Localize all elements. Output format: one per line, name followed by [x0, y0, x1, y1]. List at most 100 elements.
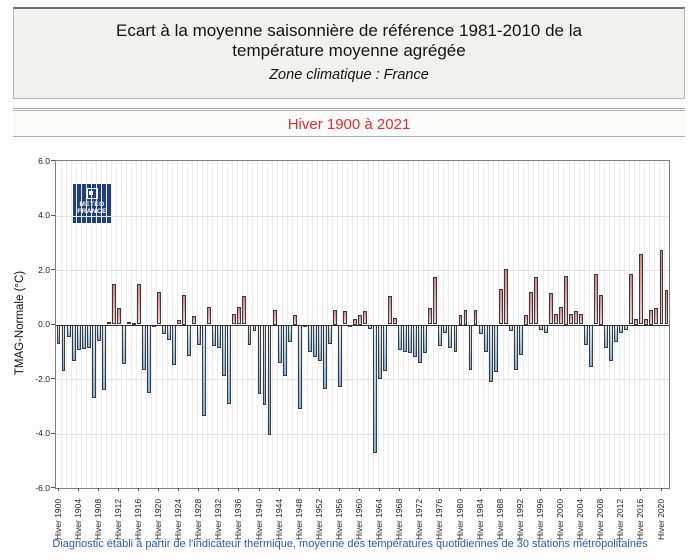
plot-area: METEO FRANCE	[55, 160, 670, 489]
x-tick	[77, 488, 79, 491]
anomaly-bar-chart: TMAG-Normale (°C) METEO FRANCE -6.0-4.0-…	[0, 150, 700, 550]
y-tick-label: 4.0	[38, 210, 50, 220]
bar-1914	[126, 321, 131, 325]
x-tick-label-1964: Hiver 1964	[374, 498, 385, 540]
bar-1907	[91, 324, 96, 399]
bar-2008	[599, 294, 604, 325]
bar-2003	[574, 310, 578, 325]
x-tick	[399, 488, 401, 491]
bar-1948	[297, 324, 302, 409]
bar-1976	[438, 324, 443, 347]
gridline-2	[56, 270, 669, 271]
bar-2006	[589, 324, 594, 367]
bar-1942	[267, 324, 272, 435]
bar-1911	[111, 283, 116, 325]
x-tick-label-1932: Hiver 1932	[213, 498, 224, 540]
bar-1944	[277, 324, 282, 363]
bar-1965	[383, 324, 388, 371]
bar-1922	[167, 324, 171, 340]
x-tick	[539, 488, 541, 491]
bar-1926	[187, 324, 192, 356]
bar-1921	[162, 324, 166, 334]
x-tick	[359, 488, 360, 491]
bar-1902	[66, 324, 71, 337]
title-panel: Ecart à la moyenne saisonnière de référe…	[13, 7, 685, 99]
x-tick	[318, 488, 320, 491]
bar-1917	[141, 324, 146, 370]
bar-1966	[388, 295, 393, 325]
bar-1934	[227, 324, 232, 404]
y-tick	[51, 269, 55, 270]
bar-1931	[212, 324, 217, 347]
bar-1986	[488, 324, 493, 382]
y-tick-label: -2.0	[35, 373, 50, 384]
x-tick	[499, 488, 501, 491]
bar-1955	[332, 309, 337, 325]
x-tick-label-1988: Hiver 1988	[494, 498, 505, 540]
bar-1910	[106, 321, 111, 325]
bar-2001	[564, 275, 568, 325]
y-tick-label: -6.0	[35, 482, 50, 493]
x-tick	[459, 488, 461, 491]
page-title-line2: température moyenne agrégée	[232, 41, 466, 60]
x-tick-label-1912: Hiver 1912	[112, 498, 123, 540]
bar-1930	[207, 306, 212, 325]
bar-2010	[609, 324, 614, 362]
y-tick	[51, 214, 55, 216]
bar-1941	[262, 324, 267, 405]
bar-1971	[413, 324, 418, 358]
period-banner: Hiver 1900 à 2021	[13, 108, 685, 137]
x-tick	[298, 488, 300, 491]
bar-1995	[533, 276, 538, 325]
bar-1912	[116, 308, 121, 325]
bar-1983	[473, 309, 478, 325]
y-tick	[51, 432, 55, 434]
y-tick	[51, 378, 55, 379]
x-tick-label-1992: Hiver 1992	[514, 498, 525, 540]
x-tick	[218, 488, 220, 491]
bar-1993	[523, 315, 528, 325]
x-tick	[379, 488, 381, 491]
bar-1918	[147, 324, 151, 393]
bar-2009	[604, 324, 609, 348]
bar-1904	[76, 324, 81, 351]
bar-1954	[327, 324, 332, 344]
x-tick-label-1924: Hiver 1924	[173, 498, 184, 540]
bar-1981	[463, 309, 468, 325]
bar-2019	[654, 308, 659, 325]
x-tick-label-1944: Hiver 1944	[273, 498, 284, 540]
x-tick-label-1908: Hiver 1908	[92, 498, 103, 540]
bar-1964	[378, 324, 383, 379]
bar-2012	[619, 324, 624, 333]
x-tick	[580, 488, 582, 491]
bar-1967	[393, 317, 398, 325]
bar-2021	[664, 290, 669, 325]
bar-1974	[428, 308, 433, 325]
y-tick-label: -4.0	[35, 428, 50, 438]
bar-1989	[503, 268, 508, 325]
bar-1984	[478, 324, 483, 334]
x-tick	[57, 488, 59, 491]
x-tick	[238, 488, 240, 491]
x-tick-label-1940: Hiver 1940	[253, 498, 264, 540]
bar-1939	[252, 324, 257, 332]
x-tick	[198, 488, 200, 491]
bar-1913	[121, 324, 126, 364]
bar-1943	[272, 309, 277, 325]
bar-1938	[247, 324, 252, 345]
x-tick	[660, 488, 662, 491]
bar-1924	[177, 320, 182, 325]
bar-1937	[242, 295, 247, 325]
bar-2015	[634, 319, 639, 325]
bar-1928	[197, 324, 202, 345]
bar-1975	[433, 276, 438, 325]
bar-1959	[353, 319, 357, 325]
x-tick-label-2004: Hiver 2004	[575, 498, 586, 540]
bar-1916	[136, 283, 141, 325]
bar-1961	[363, 310, 367, 325]
bar-2004	[579, 313, 583, 325]
x-tick	[278, 488, 280, 491]
bar-1906	[86, 324, 91, 348]
bar-1909	[101, 324, 106, 390]
bar-1980	[458, 315, 463, 325]
